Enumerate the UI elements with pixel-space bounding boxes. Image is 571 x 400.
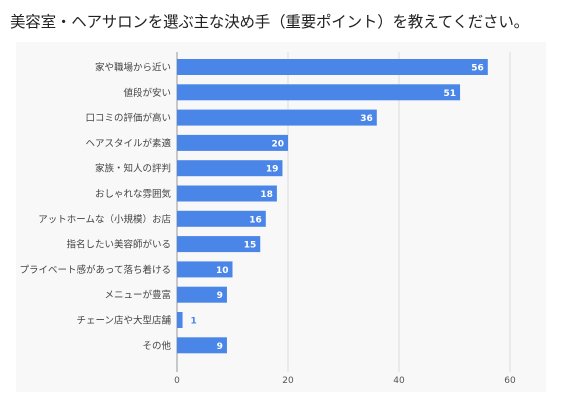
bar [177,84,461,101]
page-title: 美容室・ヘアサロンを選ぶ主な決め手（重要ポイント）を教えてください。 [10,13,529,31]
bar [177,134,288,151]
bar-value-label: 51 [444,89,457,99]
bar-value-label: 20 [271,139,284,149]
bar-value-label: 9 [217,291,223,301]
bar [177,337,227,354]
category-label: メニューが豊富 [104,289,171,301]
category-labels: 家や職場から近い値段が安い口コミの評価が高いヘアスタイルが素適家族・知人の評判お… [19,62,171,352]
bar-value-label: 10 [216,266,229,276]
bar-value-label: 19 [266,165,279,175]
bar-value-label: 18 [260,190,273,200]
bar [177,236,261,253]
bar [177,286,227,303]
bar [177,59,488,75]
category-label: チェーン店や大型店舗 [76,315,171,327]
x-tick-label: 60 [504,376,516,386]
bar [177,109,377,126]
bar [177,185,277,202]
bar [177,312,183,328]
bar [177,210,266,227]
x-tick-label: 0 [174,376,180,386]
bar-value-label: 9 [217,342,223,352]
bar-value-label: 36 [360,114,373,124]
x-tick-label: 20 [282,376,294,386]
category-label: 家や職場から近い [95,62,171,74]
bar-value-label: 15 [244,241,257,251]
category-label: プライベート感があって落ち着ける [19,264,171,276]
bar-value-label: 56 [471,64,484,74]
x-tick-label: 40 [393,376,405,386]
chart-panel [16,42,546,392]
x-axis-ticks: 0 20 40 60 [174,376,516,386]
category-label: ヘアスタイルが素適 [85,137,171,149]
category-label: 家族・知人の評判 [95,163,171,175]
bar [177,261,233,278]
category-label: 値段が安い [123,87,171,99]
category-label: 口コミの評価が高い [85,112,171,124]
category-label: 指名したい美容師がいる [66,239,171,251]
category-label: おしゃれな雰囲気 [95,188,172,200]
category-label: その他 [142,340,171,352]
bar-value-label: 16 [249,215,262,225]
bar [177,160,283,177]
category-label: アットホームな（小規模）お店 [38,213,171,225]
bar-value-label: 1 [191,317,197,327]
